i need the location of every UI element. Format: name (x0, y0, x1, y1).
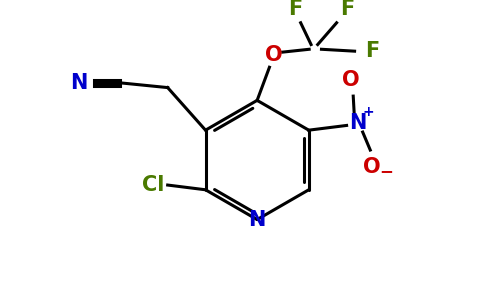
Text: N: N (349, 112, 367, 133)
Text: F: F (288, 0, 302, 19)
Text: F: F (365, 41, 379, 61)
Text: O: O (342, 70, 359, 90)
Text: +: + (363, 105, 374, 119)
Text: N: N (70, 73, 87, 93)
Text: F: F (340, 0, 354, 19)
Text: N: N (248, 210, 266, 230)
Text: O: O (265, 45, 283, 65)
Text: O: O (363, 157, 381, 177)
Text: −: − (379, 162, 393, 180)
Text: Cl: Cl (141, 175, 164, 195)
